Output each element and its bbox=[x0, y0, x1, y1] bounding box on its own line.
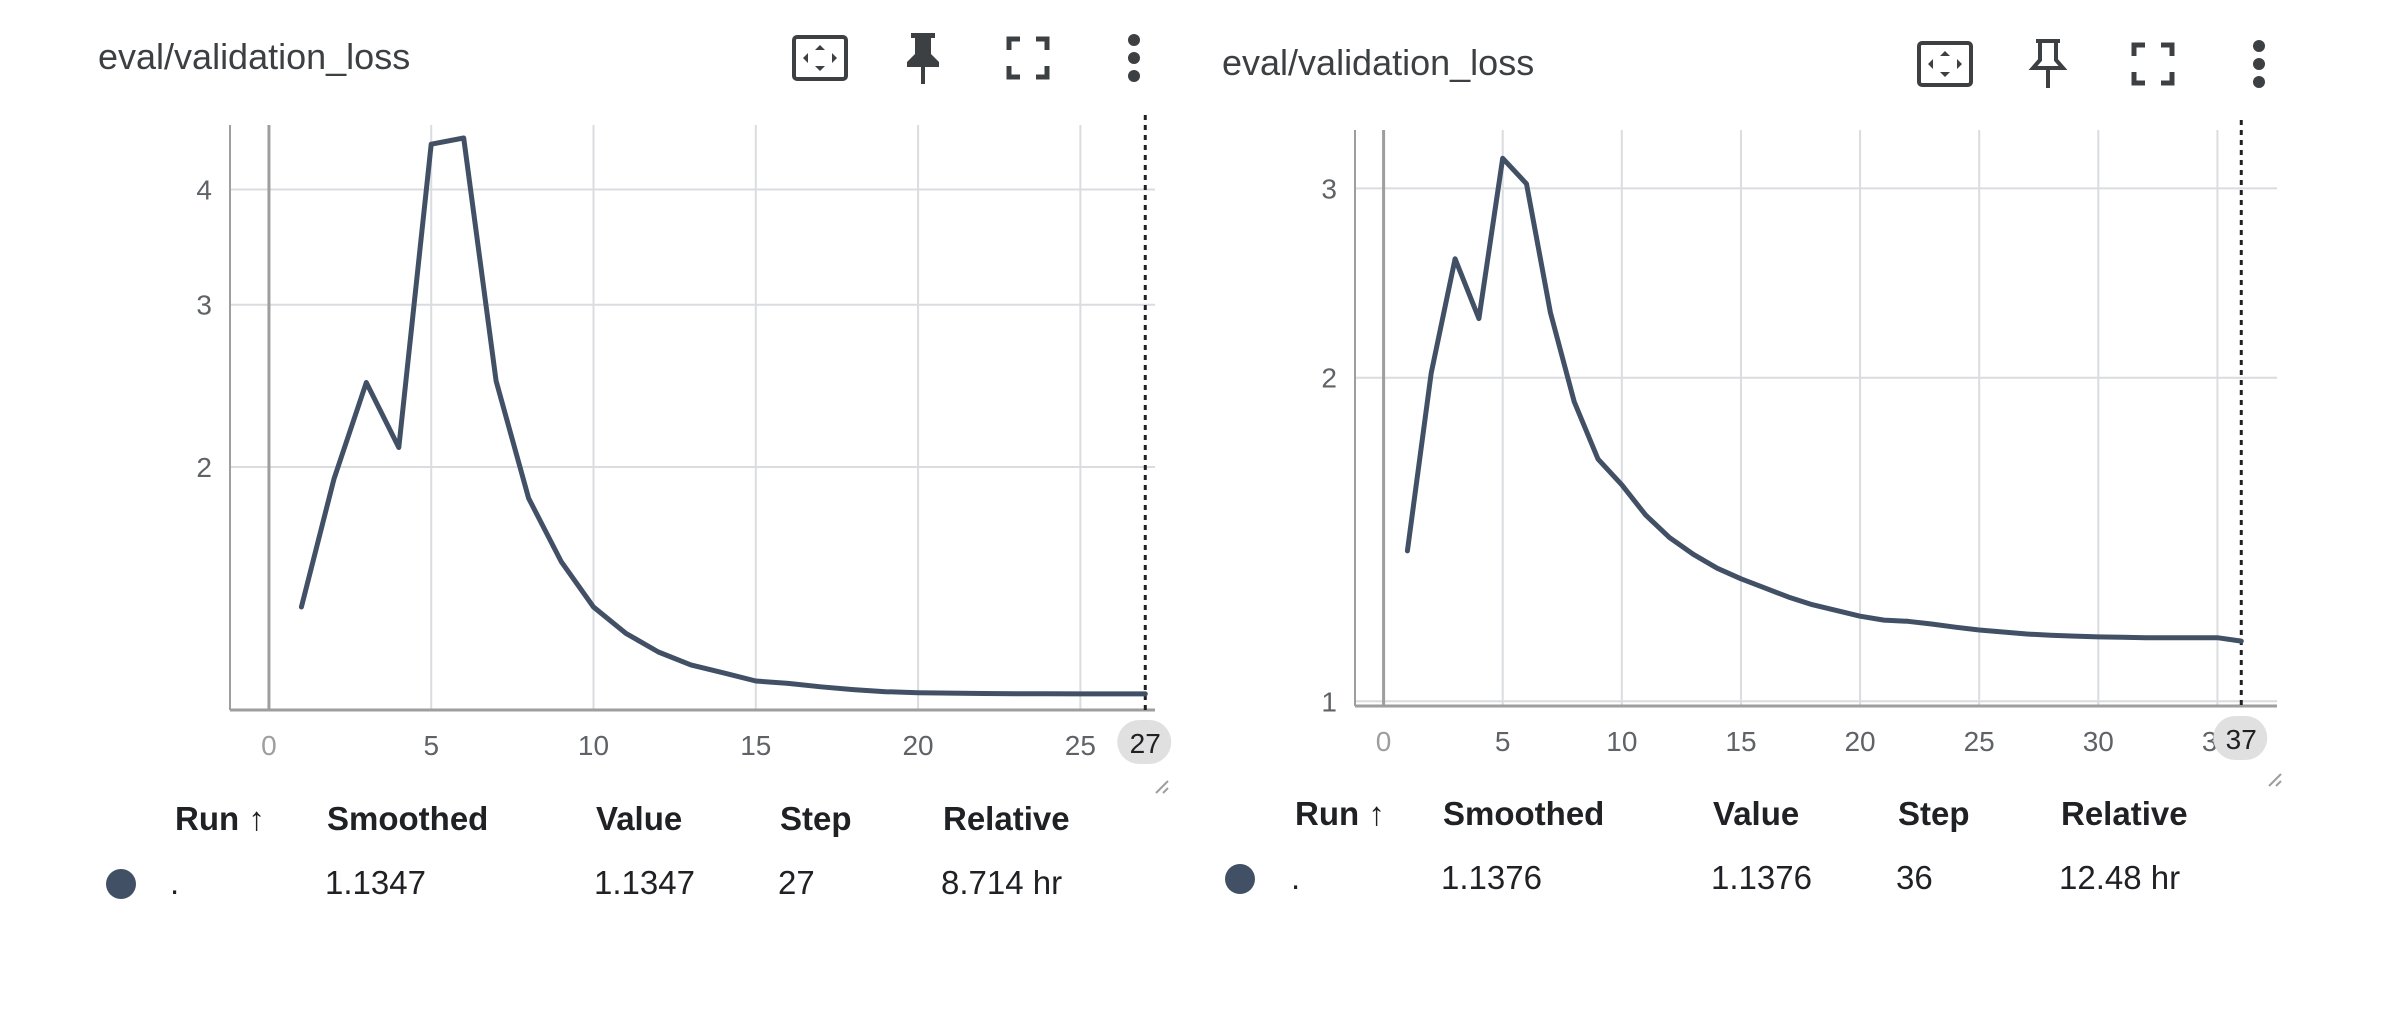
fullscreen-button[interactable] bbox=[2121, 32, 2185, 96]
x-tick-label: 15 bbox=[740, 730, 771, 761]
run-color-dot[interactable] bbox=[106, 869, 136, 899]
step-value: 36 bbox=[1896, 859, 1933, 896]
run-name: . bbox=[1291, 859, 1301, 896]
line-chart[interactable]: 0 5 10 15 20 25 2 3 4 27 bbox=[70, 110, 1180, 790]
more-vert-icon bbox=[1128, 34, 1140, 82]
step-badge-label: 27 bbox=[1130, 728, 1161, 759]
x-tick-label: 20 bbox=[902, 730, 933, 761]
fit-domain-button[interactable] bbox=[1913, 32, 1977, 96]
column-header-run[interactable]: Run ↑ bbox=[1295, 795, 1385, 832]
relative-time: 8.714 hr bbox=[941, 864, 1063, 901]
x-tick-label: 20 bbox=[1844, 726, 1875, 757]
series-line bbox=[298, 135, 1148, 697]
relative-time: 12.48 hr bbox=[2059, 859, 2181, 896]
column-header-value[interactable]: Value bbox=[1713, 795, 1800, 832]
fullscreen-icon bbox=[2131, 42, 2175, 86]
x-tick-label: 10 bbox=[578, 730, 609, 761]
line-chart[interactable]: 0510152025303512337 bbox=[1195, 110, 2305, 790]
column-header-value[interactable]: Value bbox=[596, 800, 683, 837]
step-badge-label: 37 bbox=[2226, 724, 2257, 755]
y-tick-label: 1 bbox=[1321, 686, 1337, 717]
y-tick-label: 3 bbox=[196, 290, 212, 321]
y-tick-label: 3 bbox=[1321, 173, 1337, 204]
step-badge bbox=[2213, 716, 2268, 760]
raw-value: 1.1376 bbox=[1711, 859, 1812, 896]
fit-domain-icon bbox=[792, 35, 848, 81]
smoothed-value: 1.1347 bbox=[325, 864, 426, 901]
more-vert-icon bbox=[2253, 40, 2265, 88]
x-tick-label: 25 bbox=[1065, 730, 1096, 761]
scalar-card-2: eval/validation_loss 0510152025303512337 bbox=[1195, 0, 2325, 1014]
fit-domain-button[interactable] bbox=[788, 26, 852, 90]
y-tick-label: 4 bbox=[196, 175, 212, 206]
raw-value: 1.1347 bbox=[594, 864, 695, 901]
run-name: . bbox=[170, 864, 180, 901]
x-tick-label: 10 bbox=[1606, 726, 1637, 757]
series-line bbox=[1404, 155, 2244, 644]
column-header-step[interactable]: Step bbox=[780, 800, 852, 837]
y-tick-label: 2 bbox=[196, 452, 212, 483]
card-title: eval/validation_loss bbox=[1222, 42, 1535, 83]
column-header-step[interactable]: Step bbox=[1898, 795, 1970, 832]
step-value: 27 bbox=[778, 864, 815, 901]
resize-handle-icon[interactable] bbox=[1150, 775, 1170, 795]
pin-icon bbox=[907, 33, 939, 84]
run-color-dot[interactable] bbox=[1225, 864, 1255, 894]
card-title: eval/validation_loss bbox=[98, 36, 411, 77]
x-tick-label: 0 bbox=[261, 730, 277, 761]
column-header-smoothed[interactable]: Smoothed bbox=[327, 800, 489, 837]
step-badge bbox=[1117, 720, 1172, 764]
pin-button[interactable] bbox=[891, 26, 955, 90]
x-tick-label: 5 bbox=[1495, 726, 1511, 757]
x-tick-label: 15 bbox=[1725, 726, 1756, 757]
scalar-card-1: eval/validation_loss 0 5 10 15 20 25 2 3 4 27 bbox=[70, 0, 1200, 1014]
x-tick-label: 30 bbox=[2083, 726, 2114, 757]
column-header-run[interactable]: Run ↑ bbox=[175, 800, 265, 837]
x-tick-label: 0 bbox=[1376, 726, 1392, 757]
x-tick-label: 5 bbox=[423, 730, 439, 761]
smoothed-value: 1.1376 bbox=[1441, 859, 1542, 896]
y-tick-label: 2 bbox=[1321, 363, 1337, 394]
resize-handle-icon[interactable] bbox=[2263, 768, 2283, 788]
fullscreen-button[interactable] bbox=[996, 26, 1060, 90]
pin-button[interactable] bbox=[2016, 32, 2080, 96]
more-options-button[interactable] bbox=[2227, 32, 2291, 96]
column-header-smoothed[interactable]: Smoothed bbox=[1443, 795, 1605, 832]
pin-outline-icon bbox=[2028, 39, 2068, 88]
x-tick-label: 25 bbox=[1964, 726, 1995, 757]
column-header-relative[interactable]: Relative bbox=[2061, 795, 2188, 832]
fit-domain-icon bbox=[1917, 41, 1973, 87]
fullscreen-icon bbox=[1006, 36, 1050, 80]
column-header-relative[interactable]: Relative bbox=[943, 800, 1070, 837]
more-options-button[interactable] bbox=[1102, 26, 1166, 90]
